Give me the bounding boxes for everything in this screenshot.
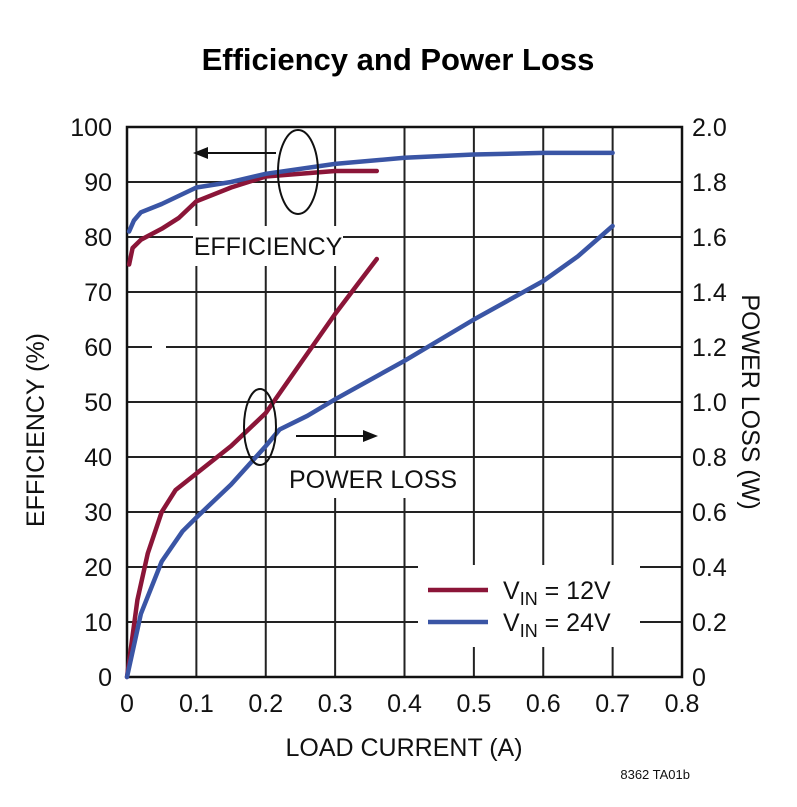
x-tick-label: 0.5 <box>456 690 491 718</box>
power-loss-label-bg <box>286 458 461 498</box>
power-loss-arrow-head <box>363 430 378 442</box>
y-tick-label-right: 1.0 <box>692 389 727 417</box>
y-tick-label-left: 80 <box>84 224 112 252</box>
power-loss-annotation: POWER LOSS <box>289 466 457 494</box>
series-power_loss-vin24 <box>124 223 615 680</box>
y-tick-label-left: 90 <box>84 169 112 197</box>
x-tick-label: 0.6 <box>526 690 561 718</box>
y-tick-label-left: 50 <box>84 389 112 417</box>
y-tick-label-right: 0 <box>692 664 706 692</box>
efficiency-arrow-head <box>193 147 208 159</box>
x-tick-label: 0.1 <box>179 690 214 718</box>
gap-mask-60 <box>152 340 166 352</box>
y-tick-label-left: 100 <box>70 114 112 142</box>
x-tick-label: 0.2 <box>248 690 283 718</box>
figure-code: 8362 TA01b <box>620 767 690 782</box>
efficiency-annotation: EFFICIENCY <box>194 233 343 261</box>
y-tick-label-left: 40 <box>84 444 112 472</box>
y-axis-label-left: EFFICIENCY (%) <box>22 333 50 527</box>
y-tick-label-right: 0.8 <box>692 444 727 472</box>
y-tick-label-left: 10 <box>84 609 112 637</box>
y-tick-label-right: 1.6 <box>692 224 727 252</box>
series-efficiency-vin12 <box>126 168 380 267</box>
x-tick-label: 0.3 <box>318 690 353 718</box>
series-power_loss-vin12 <box>124 256 380 680</box>
y-tick-label-left: 20 <box>84 554 112 582</box>
x-tick-label: 0.7 <box>595 690 630 718</box>
y-tick-label-right: 1.4 <box>692 279 727 307</box>
y-tick-label-left: 60 <box>84 334 112 362</box>
y-tick-label-left: 0 <box>98 664 112 692</box>
x-tick-label: 0 <box>120 690 134 718</box>
y-tick-label-right: 0.6 <box>692 499 727 527</box>
y-axis-label-right: POWER LOSS (W) <box>736 294 764 509</box>
x-tick-label: 0.4 <box>387 690 422 718</box>
x-tick-label: 0.8 <box>665 690 700 718</box>
legend-bg <box>418 565 640 647</box>
y-tick-label-right: 1.2 <box>692 334 727 362</box>
legend: VIN = 12V VIN = 24V <box>428 577 611 641</box>
efficiency-callout-ellipse <box>277 129 319 215</box>
plot-frame <box>125 125 684 679</box>
y-tick-label-right: 0.2 <box>692 609 727 637</box>
x-axis-label: LOAD CURRENT (A) <box>285 734 522 762</box>
chart-title: Efficiency and Power Loss <box>202 42 595 77</box>
efficiency-label-bg <box>193 226 343 266</box>
legend-label-vin12: VIN = 12V <box>503 577 611 609</box>
y-tick-label-right: 0.4 <box>692 554 727 582</box>
series-lines <box>124 150 615 680</box>
y-tick-label-right: 1.8 <box>692 169 727 197</box>
power-loss-callout-ellipse <box>243 388 277 466</box>
tick-labels: 0 0.1 0.2 0.3 0.4 0.5 0.6 0.7 0.8010203040506070… <box>70 114 727 718</box>
legend-label-vin24: VIN = 24V <box>503 609 611 641</box>
series-efficiency-vin24 <box>126 150 615 234</box>
y-tick-label-right: 2.0 <box>692 114 727 142</box>
y-tick-label-left: 30 <box>84 499 112 527</box>
y-tick-label-left: 70 <box>84 279 112 307</box>
